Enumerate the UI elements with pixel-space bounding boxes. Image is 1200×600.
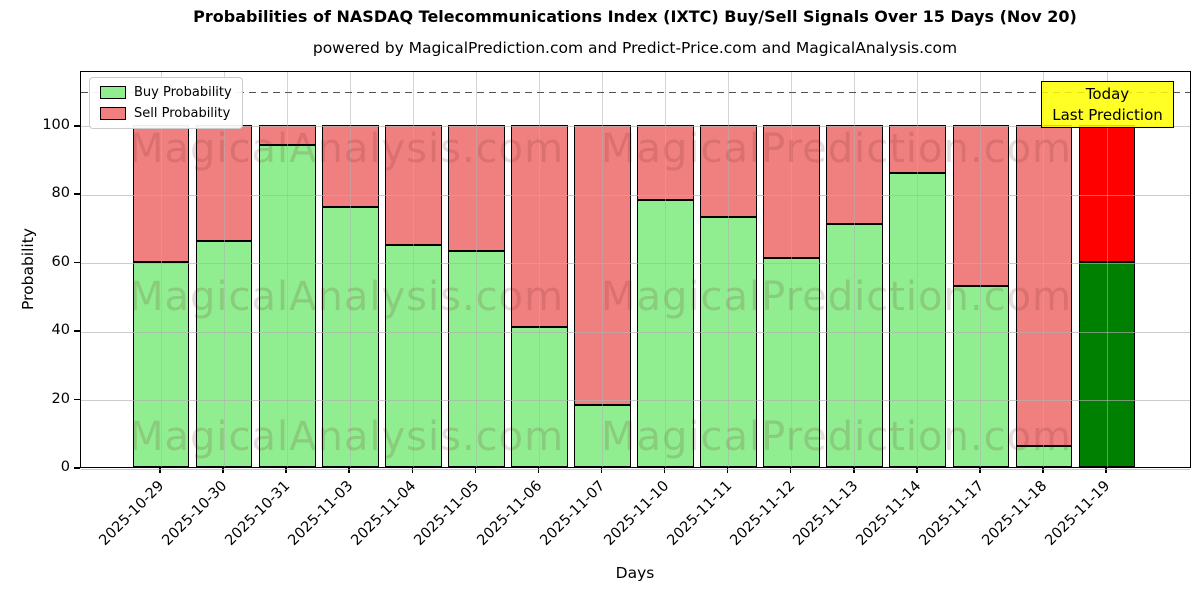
x-tick-mark [1105,468,1107,473]
x-tick-label: 2025-11-03 [285,478,357,549]
today-annotation-line1: Today [1085,85,1130,104]
x-tick-mark [979,468,981,473]
x-tick-mark [600,468,603,473]
x-tick-mark [159,468,161,473]
gridline-vertical [412,72,414,467]
gridline-horizontal [81,400,1190,402]
x-tick-mark [916,468,918,473]
x-tick-label: 2025-11-04 [348,478,420,549]
watermark-text: MagicalPrediction.com [601,414,1072,460]
gridline-vertical [538,72,540,467]
x-tick-mark [474,468,477,473]
gridline-vertical [223,72,225,467]
gridline-vertical [980,72,982,467]
today-annotation-line2: Last Prediction [1052,105,1163,124]
gridline-horizontal [81,331,1190,333]
legend-label-buy: Buy Probability [134,85,232,100]
sell-color-swatch [100,107,126,120]
gridline-horizontal [81,263,1190,265]
y-tick-label: 100 [42,116,70,133]
x-tick-label: 2025-11-12 [727,478,799,549]
x-tick-mark [411,468,414,473]
gridline-vertical [601,72,603,467]
y-tick-mark [74,330,80,332]
x-tick-mark [853,468,855,473]
x-tick-mark [789,468,792,473]
y-tick-label: 60 [51,253,70,270]
today-annotation: Today Last Prediction [1041,81,1174,128]
y-tick-mark [74,398,80,401]
gridline-vertical [349,72,351,467]
gridline-vertical [286,72,288,467]
watermark-text: MagicalAnalysis.com [129,126,565,172]
chart-subtitle: powered by MagicalPrediction.com and Pre… [312,39,958,57]
x-tick-label: 2025-10-29 [96,478,168,549]
buy-color-swatch [100,86,126,99]
legend: Buy Probability Sell Probability [89,77,243,129]
x-tick-mark [285,468,287,473]
gridline-vertical [665,72,667,467]
x-axis-label: Days [615,564,655,582]
y-tick-label: 20 [51,390,70,407]
y-tick-mark [74,467,80,469]
x-tick-label: 2025-11-11 [664,478,735,549]
dashed-guide-line [81,91,1190,94]
x-tick-mark [348,468,350,473]
plot-area: Buy Probability Sell Probability Today L… [80,71,1191,470]
gridline-vertical [475,72,477,467]
x-tick-label: 2025-11-06 [474,478,546,549]
gridline-vertical [917,72,919,467]
gridline-vertical [160,72,162,467]
gridline-vertical [728,72,730,467]
watermark-text: MagicalAnalysis.com [129,414,565,460]
y-tick-label: 80 [51,185,70,202]
x-tick-label: 2025-11-07 [537,478,609,549]
x-tick-label: 2025-11-18 [979,478,1051,549]
legend-item-buy: Buy Probability [100,85,232,100]
watermark-text: MagicalPrediction.com [601,126,1072,172]
gridline-vertical [791,72,793,467]
gridline-horizontal [81,468,1190,470]
x-tick-mark [663,468,666,473]
gridline-vertical [1043,72,1045,467]
gridline-vertical [854,72,856,467]
x-tick-mark [222,468,224,473]
watermark-text: MagicalAnalysis.com [129,274,565,320]
gridline-horizontal [81,194,1190,196]
y-tick-mark [74,193,80,195]
y-tick-mark [74,261,80,264]
gridline-vertical [1106,72,1108,467]
x-tick-label: 2025-11-05 [411,478,483,549]
y-tick-label: 0 [60,459,70,475]
x-tick-mark [537,468,540,473]
x-tick-label: 2025-11-14 [853,478,925,549]
legend-item-sell: Sell Probability [100,106,232,121]
x-tick-mark [1042,468,1044,473]
legend-label-sell: Sell Probability [134,106,231,121]
y-tick-mark [74,125,80,127]
x-tick-label: 2025-10-31 [222,478,294,549]
chart-title: Probabilities of NASDAQ Telecommunicatio… [193,7,1077,26]
x-tick-label: 2025-11-19 [1042,478,1114,549]
gridline-horizontal [81,126,1190,128]
x-tick-label: 2025-11-17 [916,478,988,549]
x-tick-mark [726,468,729,473]
watermark-text: MagicalPrediction.com [601,274,1072,320]
x-tick-label: 2025-10-30 [159,478,231,549]
y-tick-label: 40 [51,322,70,339]
x-tick-label: 2025-11-13 [790,478,862,549]
